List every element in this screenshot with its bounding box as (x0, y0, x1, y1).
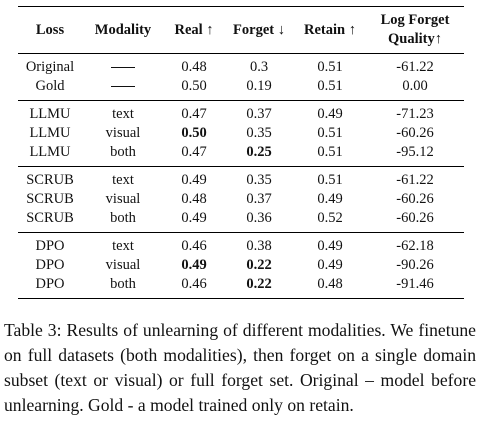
cell-forget: 0.37 (246, 106, 272, 122)
cell-modality: visual (105, 125, 141, 141)
cell-lfq: -95.12 (396, 144, 434, 160)
cell-loss: Original (25, 59, 75, 75)
cell-lfq: -60.26 (396, 191, 434, 207)
cell-loss: SCRUB (26, 191, 74, 207)
results-table: Loss Modality Real ↑ Forget ↓ Retain ↑ L… (18, 6, 464, 299)
cell-loss: LLMU (29, 144, 71, 160)
cell-real: 0.47 (181, 144, 207, 160)
cell-forget: 0.36 (246, 210, 272, 226)
table-row: SCRUB both 0.49 0.36 0.52 -60.26 (18, 209, 464, 233)
cell-real: 0.48 (181, 191, 207, 207)
cell-modality: text (112, 238, 134, 254)
cell-loss: LLMU (29, 125, 71, 141)
cell-loss: DPO (35, 238, 65, 254)
caption-text: Table 3: Results of unlearning of differ… (4, 320, 476, 415)
cell-loss: DPO (35, 276, 65, 292)
cell-real: 0.49 (181, 210, 207, 226)
cell-real: 0.48 (181, 59, 207, 75)
cell-real: 0.49 (181, 172, 207, 188)
cell-forget: 0.37 (246, 191, 272, 207)
cell-lfq: -71.23 (396, 106, 434, 122)
cell-loss: LLMU (29, 106, 71, 122)
dash-mark (111, 67, 135, 69)
dash-mark (111, 86, 135, 88)
cell-forget: 0.35 (246, 172, 272, 188)
table-row: DPO text 0.46 0.38 0.49 -62.18 (18, 232, 464, 257)
table-row: DPO visual 0.49 0.22 0.49 -90.26 (18, 256, 464, 275)
cell-retain: 0.51 (317, 172, 343, 188)
cell-forget: 0.22 (246, 257, 272, 273)
cell-modality: both (110, 210, 136, 226)
cell-retain: 0.52 (317, 210, 343, 226)
cell-real: 0.47 (181, 106, 207, 122)
cell-retain: 0.49 (317, 191, 343, 207)
cell-retain: 0.49 (317, 106, 343, 122)
cell-lfq: -61.22 (396, 172, 434, 188)
cell-modality: both (110, 276, 136, 292)
results-table-container: Loss Modality Real ↑ Forget ↓ Retain ↑ L… (18, 6, 464, 299)
header-real: Real ↑ (174, 21, 214, 38)
cell-retain: 0.49 (317, 238, 343, 254)
cell-forget: 0.25 (246, 144, 272, 160)
cell-lfq: -61.22 (396, 59, 434, 75)
cell-modality: text (112, 172, 134, 188)
header-retain: Retain ↑ (304, 21, 356, 38)
cell-lfq: -60.26 (396, 125, 434, 141)
table-row: DPO both 0.46 0.22 0.48 -91.46 (18, 275, 464, 299)
cell-retain: 0.48 (317, 276, 343, 292)
table-row: SCRUB visual 0.48 0.37 0.49 -60.26 (18, 190, 464, 209)
header-forget: Forget ↓ (233, 21, 285, 38)
header-lfq-line2: Quality↑ (388, 31, 442, 47)
table-row: SCRUB text 0.49 0.35 0.51 -61.22 (18, 166, 464, 191)
cell-forget: 0.3 (249, 59, 269, 75)
header-modality: Modality (94, 21, 152, 38)
cell-real: 0.46 (181, 238, 207, 254)
cell-modality: visual (105, 257, 141, 273)
cell-lfq: -60.26 (396, 210, 434, 226)
cell-loss: SCRUB (26, 210, 74, 226)
cell-loss: Gold (35, 78, 65, 94)
cell-retain: 0.49 (317, 257, 343, 273)
cell-forget: 0.19 (246, 78, 272, 94)
table-row: Original 0.48 0.3 0.51 -61.22 (18, 53, 464, 78)
table-row: LLMU both 0.47 0.25 0.51 -95.12 (18, 143, 464, 167)
table-body: Original 0.48 0.3 0.51 -61.22 Gold 0.50 0.19 0.5… (18, 53, 464, 299)
cell-retain: 0.51 (317, 78, 343, 94)
cell-modality (82, 77, 164, 101)
cell-forget: 0.38 (246, 238, 272, 254)
cell-forget: 0.22 (246, 276, 272, 292)
cell-retain: 0.51 (317, 59, 343, 75)
table-row: LLMU visual 0.50 0.35 0.51 -60.26 (18, 124, 464, 143)
cell-real: 0.46 (181, 276, 207, 292)
cell-real: 0.49 (181, 257, 207, 273)
cell-modality (82, 54, 164, 78)
cell-lfq: -90.26 (396, 257, 434, 273)
table-caption: Table 3: Results of unlearning of differ… (4, 318, 476, 418)
cell-forget: 0.35 (246, 125, 272, 141)
cell-lfq: -91.46 (396, 276, 434, 292)
cell-modality: text (112, 106, 134, 122)
cell-real: 0.50 (181, 125, 207, 141)
table-row: LLMU text 0.47 0.37 0.49 -71.23 (18, 100, 464, 125)
cell-loss: SCRUB (26, 172, 74, 188)
cell-retain: 0.51 (317, 144, 343, 160)
table-header-row: Loss Modality Real ↑ Forget ↓ Retain ↑ L… (18, 6, 464, 54)
header-lfq-line1: Log Forget (380, 12, 450, 28)
cell-modality: visual (105, 191, 141, 207)
cell-real: 0.50 (181, 78, 207, 94)
cell-modality: both (110, 144, 136, 160)
header-log-forget-quality: Log Forget Quality↑ (366, 7, 464, 54)
table-row: Gold 0.50 0.19 0.51 0.00 (18, 77, 464, 101)
header-loss: Loss (35, 21, 65, 38)
cell-loss: DPO (35, 257, 65, 273)
cell-retain: 0.51 (317, 125, 343, 141)
cell-lfq: -62.18 (396, 238, 434, 254)
cell-lfq: 0.00 (402, 78, 428, 94)
